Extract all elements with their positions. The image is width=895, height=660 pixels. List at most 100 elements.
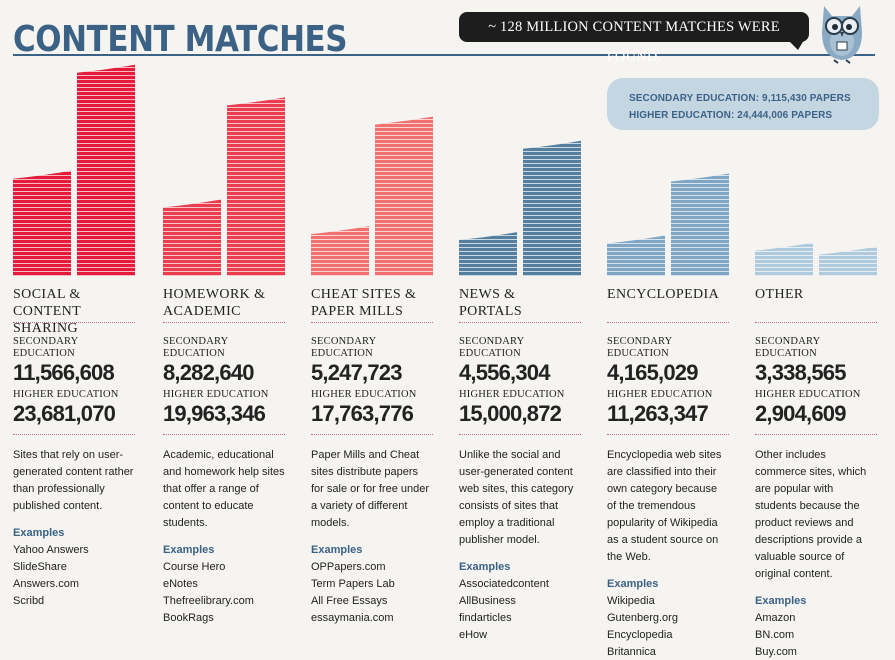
category-name: OTHER [755, 286, 877, 322]
bar-stripes [523, 140, 581, 276]
category-column: ENCYCLOPEDIA SECONDARY EDUCATION 4,165,0… [607, 286, 729, 660]
category-name: NEWS & PORTALS [459, 286, 581, 322]
examples-heading: Examples [311, 544, 363, 556]
higher-value: 2,904,609 [755, 401, 846, 426]
bar-stripes [819, 246, 877, 276]
examples-list: OPPapers.com Term Papers Lab All Free Essa… [311, 559, 433, 627]
divider [311, 434, 433, 435]
category-name: HOMEWORK & ACADEMIC [163, 286, 285, 322]
bar-stripes [227, 97, 285, 276]
higher-value: 19,963,346 [163, 401, 266, 426]
divider [13, 322, 135, 323]
example-item: essaymania.com [311, 612, 394, 624]
total-matches-callout: ~ 128 MILLION CONTENT MATCHES WERE FOUND… [459, 12, 809, 65]
higher-label: HIGHER EDUCATION [459, 389, 565, 400]
category-column: NEWS & PORTALS SECONDARY EDUCATION 4,556… [459, 286, 581, 644]
examples-heading: Examples [163, 544, 215, 556]
summary-higher: HIGHER EDUCATION: 24,444,006 PAPERS [629, 110, 833, 121]
higher-label: HIGHER EDUCATION [607, 389, 713, 400]
examples-heading: Examples [607, 578, 659, 590]
higher-label: HIGHER EDUCATION [311, 389, 417, 400]
divider [755, 434, 877, 435]
category-description: Academic, educational and homework help … [163, 449, 285, 529]
examples-heading: Examples [459, 561, 511, 573]
category-column: OTHER SECONDARY EDUCATION 3,338,565 HIGH… [755, 286, 877, 660]
divider [459, 322, 581, 323]
example-item: eNotes [163, 578, 198, 590]
example-item: Thefreelibrary.com [163, 595, 254, 607]
category-name-line1: ENCYCLOPEDIA [607, 287, 720, 302]
divider [13, 434, 135, 435]
example-item: eHow [459, 629, 488, 641]
divider [163, 322, 285, 323]
bar-stripes [77, 64, 135, 276]
page-title: CONTENT MATCHES [13, 19, 348, 60]
example-item: Amazon [755, 612, 796, 624]
examples-list: Course Hero eNotes Thefreelibrary.com BookR… [163, 559, 285, 627]
category-description: Encyclopedia web sites are classified in… [607, 449, 722, 563]
divider [607, 434, 729, 435]
examples-heading: Examples [13, 527, 65, 539]
divider [755, 322, 877, 323]
example-item: Scribd [13, 595, 45, 607]
category-name: SOCIAL & CONTENT SHARING [13, 286, 135, 336]
example-item: SlideShare [13, 561, 67, 573]
summary-secondary: SECONDARY EDUCATION: 9,115,430 PAPERS [629, 93, 851, 104]
secondary-value: 4,556,304 [459, 360, 550, 385]
higher-value: 17,763,776 [311, 401, 414, 426]
divider [607, 322, 729, 323]
category-name-line2: ACADEMIC [163, 304, 241, 319]
examples-list: Amazon BN.com Buy.com [755, 610, 877, 660]
higher-label: HIGHER EDUCATION [755, 389, 861, 400]
secondary-value: 11,566,608 [13, 360, 115, 385]
higher-value: 11,263,347 [607, 401, 709, 426]
higher-value: 23,681,070 [13, 401, 116, 426]
bar-stripes [375, 116, 433, 276]
category-name-line1: HOMEWORK & [163, 287, 266, 302]
category-column: CHEAT SITES & PAPER MILLS SECONDARY EDUC… [311, 286, 433, 627]
example-item: Associatedcontent [459, 578, 549, 590]
category-description: Unlike the social and user-generated con… [459, 449, 574, 546]
category-description: Other includes commerce sites, which are… [755, 449, 867, 580]
example-item: AllBusiness [459, 595, 516, 607]
example-item: Yahoo Answers [13, 544, 89, 556]
secondary-label: SECONDARY EDUCATION [459, 336, 525, 359]
example-item: Wikipedia [607, 595, 655, 607]
category-name-line1: OTHER [755, 287, 804, 302]
higher-label: HIGHER EDUCATION [13, 389, 119, 400]
category-name-line2: PAPER MILLS [311, 304, 404, 319]
divider [311, 322, 433, 323]
example-item: Answers.com [13, 578, 80, 590]
examples-heading: Examples [755, 595, 807, 607]
bar-stripes [311, 226, 369, 276]
example-item: BN.com [755, 629, 795, 641]
bar-chart [13, 64, 877, 276]
bar-stripes [13, 170, 71, 276]
secondary-label: SECONDARY EDUCATION [13, 336, 79, 359]
callout-tail [788, 40, 804, 50]
category-column: SOCIAL & CONTENT SHARING SECONDARY EDUCA… [13, 286, 135, 610]
category-name: ENCYCLOPEDIA [607, 286, 729, 322]
example-item: Course Hero [163, 561, 226, 573]
summary-box: SECONDARY EDUCATION: 9,115,430 PAPERS HI… [607, 78, 879, 130]
example-item: BookRags [163, 612, 214, 624]
secondary-value: 4,165,029 [607, 360, 698, 385]
bar-stripes [755, 242, 813, 276]
secondary-value: 8,282,640 [163, 360, 254, 385]
examples-list: Wikipedia Gutenberg.org Encyclopedia Britan… [607, 593, 729, 660]
higher-value: 15,000,872 [459, 401, 562, 426]
secondary-value: 5,247,723 [311, 360, 402, 385]
example-item: OPPapers.com [311, 561, 386, 573]
divider [459, 434, 581, 435]
category-description: Paper Mills and Cheat sites distribute p… [311, 449, 430, 529]
category-name-line1: NEWS & PORTALS [459, 287, 523, 319]
owl-mascot-icon [822, 6, 862, 64]
category-name-line1: SOCIAL & [13, 287, 81, 302]
secondary-label: SECONDARY EDUCATION [755, 336, 821, 359]
example-item: All Free Essays [311, 595, 388, 607]
category-column: HOMEWORK & ACADEMIC SECONDARY EDUCATION … [163, 286, 285, 627]
category-description: Sites that rely on user-generated conten… [13, 449, 134, 512]
secondary-label: SECONDARY EDUCATION [311, 336, 377, 359]
example-item: Britannica [607, 646, 656, 658]
category-name-line1: CHEAT SITES & [311, 287, 417, 302]
